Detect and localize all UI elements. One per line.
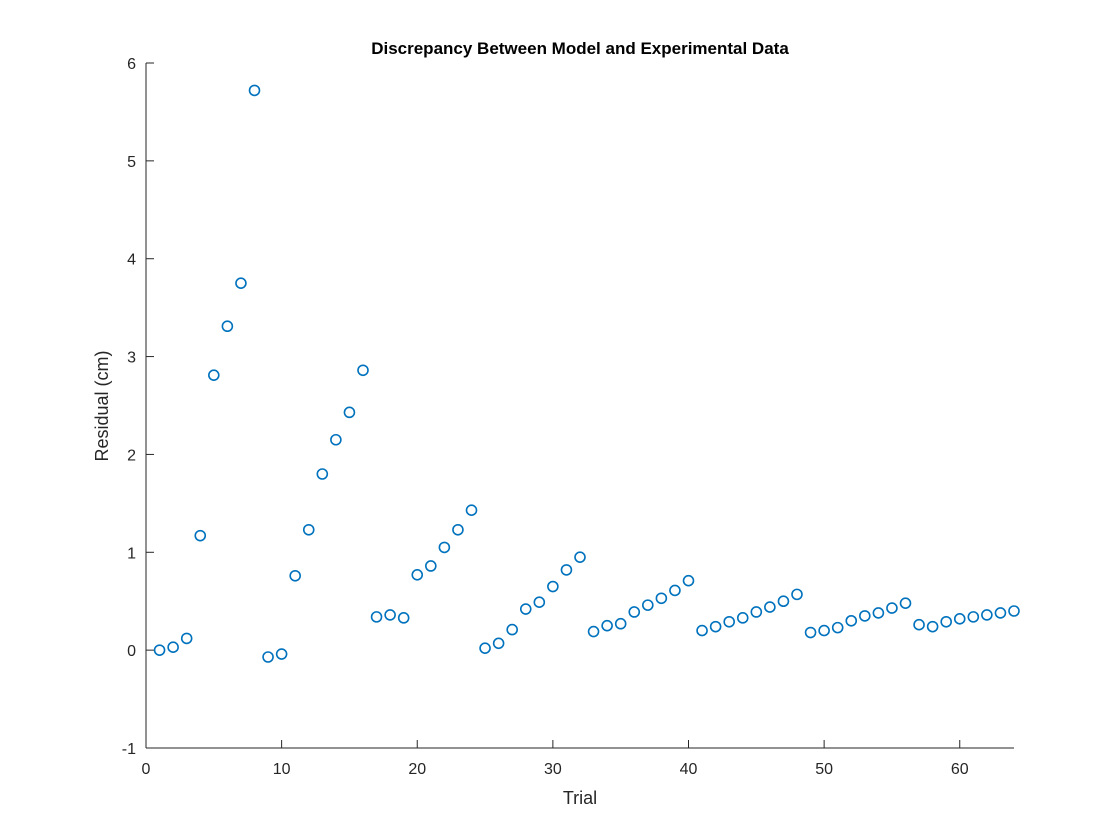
- data-point: [601, 619, 613, 632]
- data-point: [370, 611, 383, 623]
- data-point: [981, 609, 993, 621]
- y-tick-label: 2: [127, 447, 136, 464]
- data-point: [302, 523, 315, 536]
- data-point: [465, 504, 478, 517]
- x-tick-label: 10: [273, 761, 291, 778]
- data-point: [357, 364, 369, 377]
- data-point: [913, 618, 925, 631]
- data-point: [845, 614, 858, 627]
- x-tick-label: 20: [408, 761, 426, 778]
- data-point: [384, 609, 396, 621]
- data-point: [1008, 605, 1020, 617]
- data-point: [452, 523, 464, 536]
- data-point: [343, 406, 356, 419]
- data-point: [709, 620, 722, 633]
- x-tick-label: 0: [142, 761, 151, 778]
- data-point: [492, 637, 505, 650]
- data-point: [940, 615, 952, 628]
- data-point: [696, 624, 708, 637]
- data-point: [926, 620, 939, 633]
- y-tick-label: 5: [127, 154, 136, 171]
- data-point: [506, 623, 518, 636]
- data-point: [818, 624, 830, 637]
- data-point: [221, 320, 234, 333]
- data-point: [750, 606, 763, 618]
- data-point: [411, 568, 424, 581]
- data-point: [953, 613, 966, 625]
- y-tick-label: -1: [122, 741, 136, 758]
- y-axis-label: Residual (cm): [92, 350, 112, 461]
- data-point: [180, 632, 193, 645]
- data-points: [153, 84, 1020, 663]
- data-point: [859, 610, 871, 622]
- data-point: [194, 529, 207, 542]
- data-point: [547, 580, 559, 593]
- data-point: [655, 592, 668, 605]
- data-point: [397, 612, 410, 624]
- data-point: [994, 607, 1007, 619]
- data-point: [587, 625, 600, 638]
- data-point: [235, 277, 247, 289]
- x-tick-label: 30: [544, 761, 562, 778]
- data-point: [614, 617, 627, 630]
- data-point: [628, 606, 641, 618]
- x-axis-ticks: 0 10 20 30 40 50 60: [142, 740, 969, 778]
- y-tick-label: 3: [127, 350, 136, 367]
- data-point: [777, 595, 790, 608]
- data-point: [533, 596, 546, 608]
- data-point: [886, 602, 898, 614]
- data-point: [425, 560, 437, 572]
- data-point: [275, 648, 288, 660]
- chart-title: Discrepancy Between Model and Experiment…: [371, 39, 789, 58]
- data-point: [669, 584, 681, 597]
- data-point: [764, 601, 776, 613]
- data-point: [831, 621, 844, 634]
- data-point: [791, 588, 803, 601]
- x-tick-label: 40: [680, 761, 698, 778]
- data-point: [262, 651, 274, 663]
- data-point: [316, 468, 329, 480]
- data-point: [248, 84, 261, 97]
- y-tick-label: 4: [127, 252, 136, 269]
- data-point: [208, 369, 220, 381]
- data-point: [736, 612, 749, 624]
- x-axis-label: Trial: [563, 788, 597, 808]
- data-point: [574, 551, 586, 563]
- data-point: [479, 642, 491, 654]
- x-tick-label: 60: [951, 761, 969, 778]
- data-point: [804, 626, 817, 639]
- data-point: [899, 597, 912, 609]
- data-point: [682, 574, 695, 587]
- data-point: [438, 541, 451, 554]
- data-point: [519, 603, 532, 615]
- data-point: [289, 569, 301, 582]
- y-tick-label: 1: [127, 545, 136, 562]
- data-point: [723, 615, 735, 628]
- data-point: [560, 564, 573, 576]
- data-point: [153, 644, 166, 656]
- y-axis-ticks: -1 0 1 2 3 4 5 6: [122, 56, 154, 758]
- data-point: [642, 599, 654, 611]
- data-point: [167, 641, 179, 654]
- x-tick-label: 50: [815, 761, 833, 778]
- data-point: [872, 607, 885, 619]
- y-tick-label: 0: [127, 643, 136, 660]
- data-point: [330, 433, 342, 446]
- data-point: [967, 611, 980, 623]
- y-tick-label: 6: [127, 56, 136, 73]
